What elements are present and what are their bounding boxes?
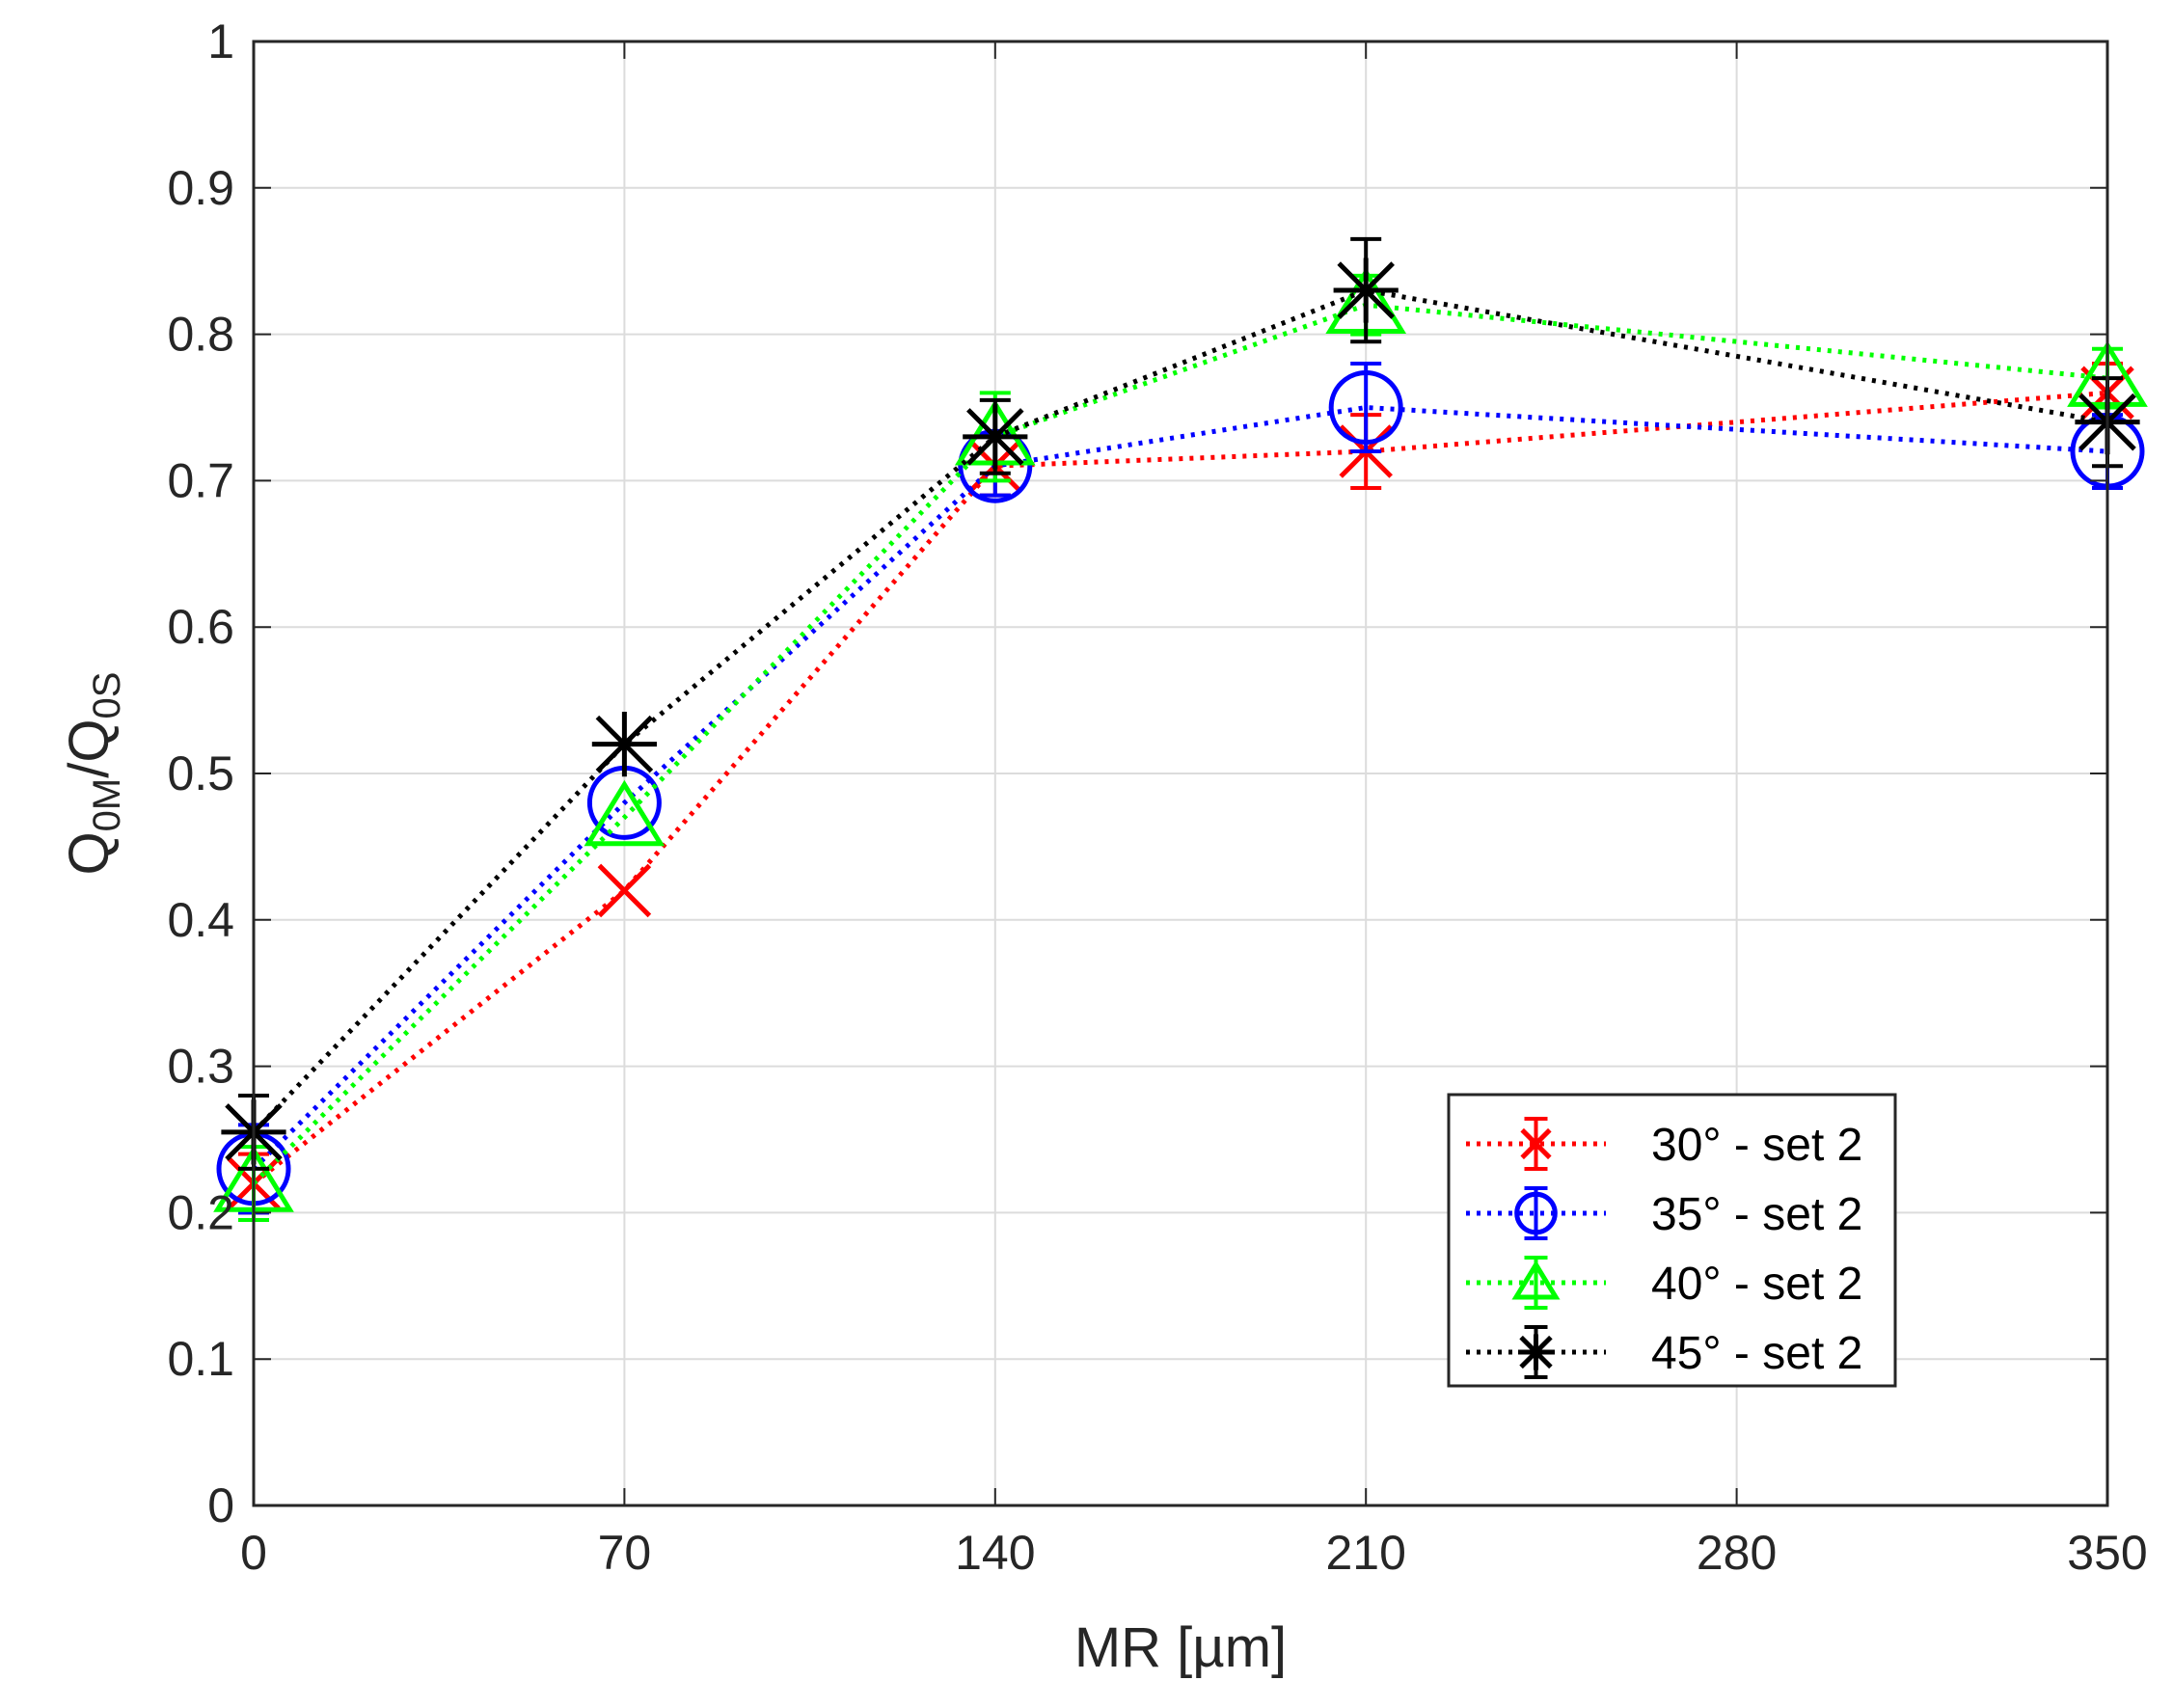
legend-label: 45° - set 2 <box>1651 1328 1862 1379</box>
y-tick-label: 0.2 <box>167 1185 234 1239</box>
y-tick-label: 0.5 <box>167 746 234 800</box>
axis-ticks: 0 70 140 210 280 350 0 0.1 0.2 0.3 0.4 0.5 0.6 0.7 0.8… <box>167 14 2147 1580</box>
x-tick-label: 0 <box>240 1526 267 1580</box>
data-point-marker <box>591 712 657 777</box>
y-tick-label: 0.7 <box>167 453 234 507</box>
data-point-marker <box>1520 1127 1552 1160</box>
y-axis-title-sep: / <box>58 762 121 778</box>
data-point-marker <box>963 404 1028 470</box>
data-point-marker <box>1333 258 1399 323</box>
x-tick-label: 210 <box>1325 1526 1405 1580</box>
y-tick-label: 0.9 <box>167 161 234 215</box>
y-axis-title-q1: Q <box>58 831 121 875</box>
y-tick-label: 0.1 <box>167 1332 234 1386</box>
data-point-marker <box>1328 370 1403 445</box>
y-tick-label: 0.8 <box>167 308 234 362</box>
y-axis-title-sub2: 0S <box>86 672 128 719</box>
y-axis-title: Q0M/Q0S <box>58 672 128 876</box>
legend-label: 35° - set 2 <box>1651 1189 1862 1240</box>
y-tick-label: 1 <box>207 14 234 68</box>
legend-entry: 45° - set 2 <box>1466 1325 1862 1379</box>
data-point-marker <box>1511 1260 1561 1300</box>
legend: 30° - set 2 35° - set 2 40° - set 2 45° - s… <box>1447 1093 1897 1388</box>
y-tick-label: 0.3 <box>167 1040 234 1094</box>
y-axis-title-sub1: 0M <box>86 778 128 832</box>
legend-label: 30° - set 2 <box>1651 1120 1862 1171</box>
legend-label: 40° - set 2 <box>1651 1259 1862 1310</box>
series <box>221 236 2140 1171</box>
x-tick-label: 350 <box>2067 1526 2147 1580</box>
data-point-marker <box>597 863 652 918</box>
y-tick-label: 0 <box>207 1478 234 1532</box>
y-tick-label: 0.6 <box>167 600 234 654</box>
legend-entry: 40° - set 2 <box>1466 1256 1862 1310</box>
legend-entry: 30° - set 2 <box>1466 1117 1862 1171</box>
x-tick-label: 140 <box>955 1526 1035 1580</box>
legend-entry: 35° - set 2 <box>1466 1186 1862 1240</box>
data-point-marker <box>1514 1191 1558 1235</box>
series-line <box>252 390 2108 1186</box>
x-tick-label: 70 <box>598 1526 652 1580</box>
x-axis-title: MR [µm] <box>1074 1616 1287 1679</box>
data-point-marker <box>1518 1334 1554 1370</box>
error-bar <box>1350 361 1382 454</box>
y-axis-title-q2: Q <box>58 718 121 762</box>
data-point-marker <box>584 779 665 847</box>
y-tick-label: 0.4 <box>167 893 234 947</box>
series-line <box>252 287 2108 1134</box>
x-tick-label: 280 <box>1697 1526 1777 1580</box>
